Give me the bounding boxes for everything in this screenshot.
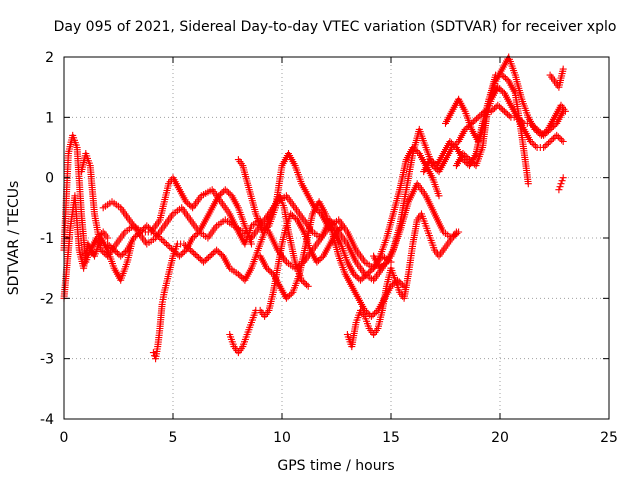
x-axis-label: GPS time / hours	[277, 458, 394, 474]
x-tick-label: 15	[382, 430, 400, 446]
data-point-markers	[343, 210, 460, 351]
data-points	[60, 53, 569, 363]
x-tick-label: 5	[169, 430, 178, 446]
series-arc-L	[420, 53, 569, 176]
plot-frame	[63, 56, 610, 420]
series-arc-G	[226, 210, 347, 357]
y-tick-label: -4	[40, 412, 54, 428]
series-arc-I	[256, 198, 408, 320]
chart-title: Day 095 of 2021, Sidereal Day-to-day VTE…	[54, 19, 617, 35]
x-tick-label: 25	[600, 430, 618, 446]
y-tick-label: -2	[40, 291, 54, 307]
data-point-markers	[546, 65, 567, 91]
series-arc-E	[104, 186, 255, 260]
y-axis-label: SDTVAR / TECUs	[6, 181, 22, 296]
data-point-markers	[452, 71, 532, 188]
series-arc-J	[343, 210, 460, 351]
y-tick-label: -3	[40, 352, 54, 368]
y-tick-label: -1	[40, 231, 54, 247]
series-arc-N	[452, 71, 532, 188]
axis-ticks: 0 5 10 15 20 25 -4 -3 -2 -1 0 1 2	[40, 50, 618, 446]
x-tick-label: 20	[491, 430, 509, 446]
y-tick-label: 2	[45, 50, 54, 66]
data-point-markers	[226, 210, 347, 357]
data-point-markers	[104, 186, 255, 260]
y-tick-label: 0	[45, 171, 54, 187]
y-tick-label: 1	[45, 110, 54, 126]
data-point-markers	[420, 53, 569, 176]
series-arc-O	[546, 65, 567, 91]
data-point-markers	[256, 198, 408, 320]
series-arc-P	[555, 174, 567, 194]
x-tick-label: 0	[60, 430, 69, 446]
data-point-markers	[555, 174, 567, 194]
x-tick-label: 10	[273, 430, 291, 446]
